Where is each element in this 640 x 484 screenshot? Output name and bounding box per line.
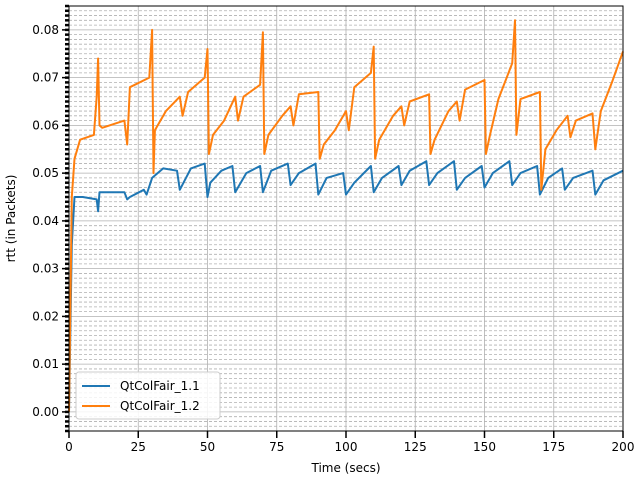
x-tick-label: 75 (269, 440, 284, 454)
x-axis-ticks: 0 25 50 75 100 125 150 175 200 (65, 431, 634, 454)
x-tick-label: 175 (542, 440, 565, 454)
y-tick-label: 0.05 (32, 166, 59, 180)
legend-entry-label: QtColFair_1.2 (120, 399, 200, 413)
series-layer (68, 19, 624, 412)
y-axis-ticks: 0.00 0.01 0.02 0.03 0.04 0.05 0.06 0.07 0.08 (32, 4, 69, 433)
y-tick-label: 0.01 (32, 357, 59, 371)
y-tick-label: 0.02 (32, 309, 59, 323)
x-tick-label: 100 (335, 440, 358, 454)
y-axis-label: rtt (in Packets) (4, 175, 18, 263)
x-tick-label: 150 (473, 440, 496, 454)
y-tick-label: 0.06 (32, 118, 59, 132)
x-axis-label: Time (secs) (310, 461, 380, 475)
x-tick-label: 50 (200, 440, 215, 454)
legend-entry-label: QtColFair_1.1 (120, 379, 200, 393)
legend: QtColFair_1.1 QtColFair_1.2 (75, 371, 221, 420)
legend-box (75, 371, 221, 420)
x-tick-label: 125 (404, 440, 427, 454)
y-tick-label: 0.03 (32, 262, 59, 276)
x-tick-label: 25 (131, 440, 146, 454)
y-tick-label: 0.04 (32, 214, 59, 228)
y-tick-label: 0.07 (32, 71, 59, 85)
series-line-1 (68, 160, 624, 412)
y-tick-label: 0.00 (32, 405, 59, 419)
y-tick-label: 0.08 (32, 23, 59, 37)
x-tick-label: 0 (65, 440, 73, 454)
x-tick-label: 200 (612, 440, 635, 454)
series-line-2 (68, 19, 624, 412)
